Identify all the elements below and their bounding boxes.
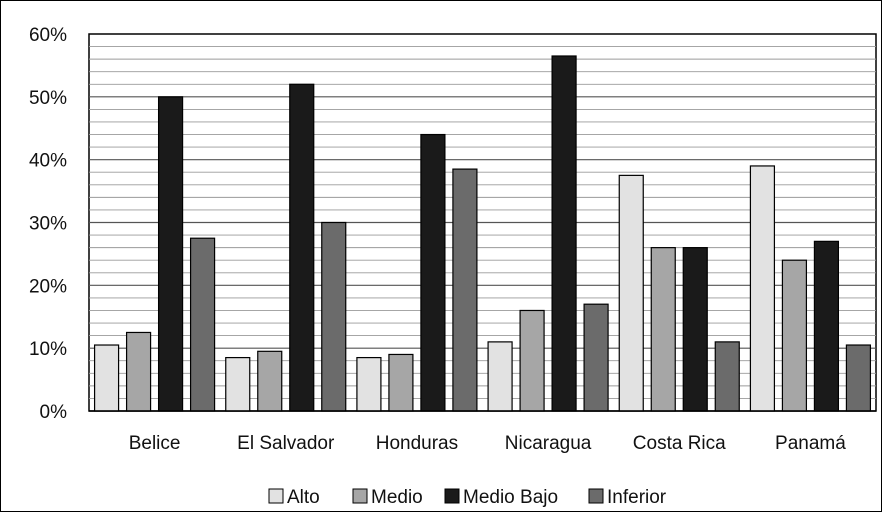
legend-label: Alto: [287, 487, 320, 508]
bar: [93, 344, 120, 412]
x-tick-label: Costa Rica: [633, 433, 726, 454]
y-tick-label: 10%: [29, 339, 67, 360]
legend-swatch: [588, 488, 604, 504]
y-tick-label: 60%: [29, 25, 67, 46]
x-tick-label: El Salvador: [237, 433, 335, 454]
bar: [813, 240, 840, 412]
legend: Alto Medio Medio Bajo Inferior: [268, 487, 667, 508]
bar: [583, 303, 609, 412]
x-axis-labels: Belice El Salvador Honduras Nicaragua Costa …: [129, 433, 847, 454]
bar: [225, 356, 251, 412]
y-tick-label: 50%: [29, 88, 67, 109]
bar: [714, 341, 740, 412]
bar: [519, 309, 545, 412]
bar: [551, 55, 577, 412]
bar: [420, 133, 446, 412]
legend-swatch: [444, 488, 460, 504]
bar: [487, 341, 513, 412]
legend-swatch: [352, 488, 368, 504]
bar: [618, 174, 644, 412]
bar: [682, 247, 708, 412]
legend-label: Medio Bajo: [463, 487, 558, 508]
bar: [125, 331, 152, 412]
bar: [781, 259, 808, 412]
x-tick-label: Belice: [129, 433, 181, 454]
y-tick-label: 40%: [29, 151, 67, 172]
x-tick-label: Nicaragua: [505, 433, 592, 454]
bar: [289, 83, 315, 412]
bars: [93, 55, 872, 412]
plot-area: [88, 33, 877, 412]
gridlines: [89, 46, 876, 399]
y-tick-label: 30%: [29, 214, 67, 235]
bar: [749, 165, 776, 412]
bar: [845, 344, 872, 412]
bar: [388, 353, 414, 412]
legend-label: Inferior: [607, 487, 667, 508]
bar: [157, 96, 184, 412]
bar: [321, 221, 347, 412]
bar: [650, 247, 676, 412]
y-axis-ticks: 0% 10% 20% 30% 40% 50% 60%: [29, 25, 67, 423]
legend-label: Medio: [371, 487, 423, 508]
bar: [452, 168, 478, 412]
x-tick-label: Honduras: [376, 433, 458, 454]
bar: [189, 237, 216, 412]
legend-swatch: [268, 488, 284, 504]
bar: [257, 350, 283, 412]
x-tick-label: Panamá: [775, 433, 846, 454]
y-tick-label: 0%: [40, 402, 68, 423]
bar: [356, 356, 382, 412]
y-tick-label: 20%: [29, 276, 67, 297]
